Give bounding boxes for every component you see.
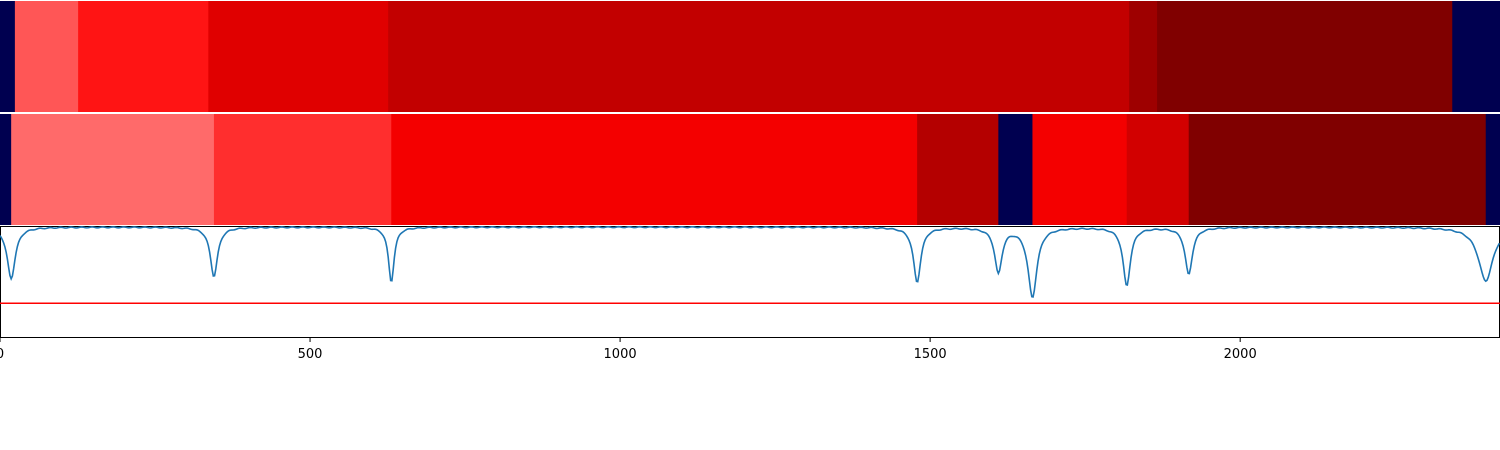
x-tick-label-2000: 2000 xyxy=(1224,347,1257,362)
segmentation-track-1 xyxy=(0,1,1500,112)
x-tick-label-0: 0 xyxy=(0,347,4,362)
segmentation-track-2 xyxy=(0,114,1500,225)
track-1-segment-7 xyxy=(1157,1,1453,112)
track-1-segment-4 xyxy=(208,1,389,112)
track-2-segment-4 xyxy=(391,114,918,225)
track-2-segment-9 xyxy=(1188,114,1487,225)
track-2-segment-3 xyxy=(213,114,392,225)
track-2-segment-8 xyxy=(1126,114,1190,225)
track-2-segment-1 xyxy=(0,114,12,225)
track-2-segment-10 xyxy=(1485,114,1500,225)
x-tick-label-1000: 1000 xyxy=(604,347,637,362)
track-1-segment-3 xyxy=(78,1,209,112)
score-panel xyxy=(0,225,1500,338)
x-tick-label-500: 500 xyxy=(298,347,323,362)
track-2-segment-5 xyxy=(917,114,999,225)
track-2-segment-6 xyxy=(998,114,1033,225)
track-1-segment-1 xyxy=(0,1,16,112)
track-1-segment-8 xyxy=(1452,1,1500,112)
score-curve xyxy=(0,225,1500,298)
track-1-segment-6 xyxy=(1129,1,1158,112)
track-1-segment-5 xyxy=(388,1,1130,112)
track-1-segment-2 xyxy=(14,1,79,112)
track-2-segment-2 xyxy=(11,114,215,225)
x-tick-label-1500: 1500 xyxy=(914,347,947,362)
track-2-segment-7 xyxy=(1032,114,1128,225)
score-panel-frame xyxy=(0,226,1500,338)
x-axis: 0 500 1000 1500 2000 xyxy=(0,338,1257,362)
